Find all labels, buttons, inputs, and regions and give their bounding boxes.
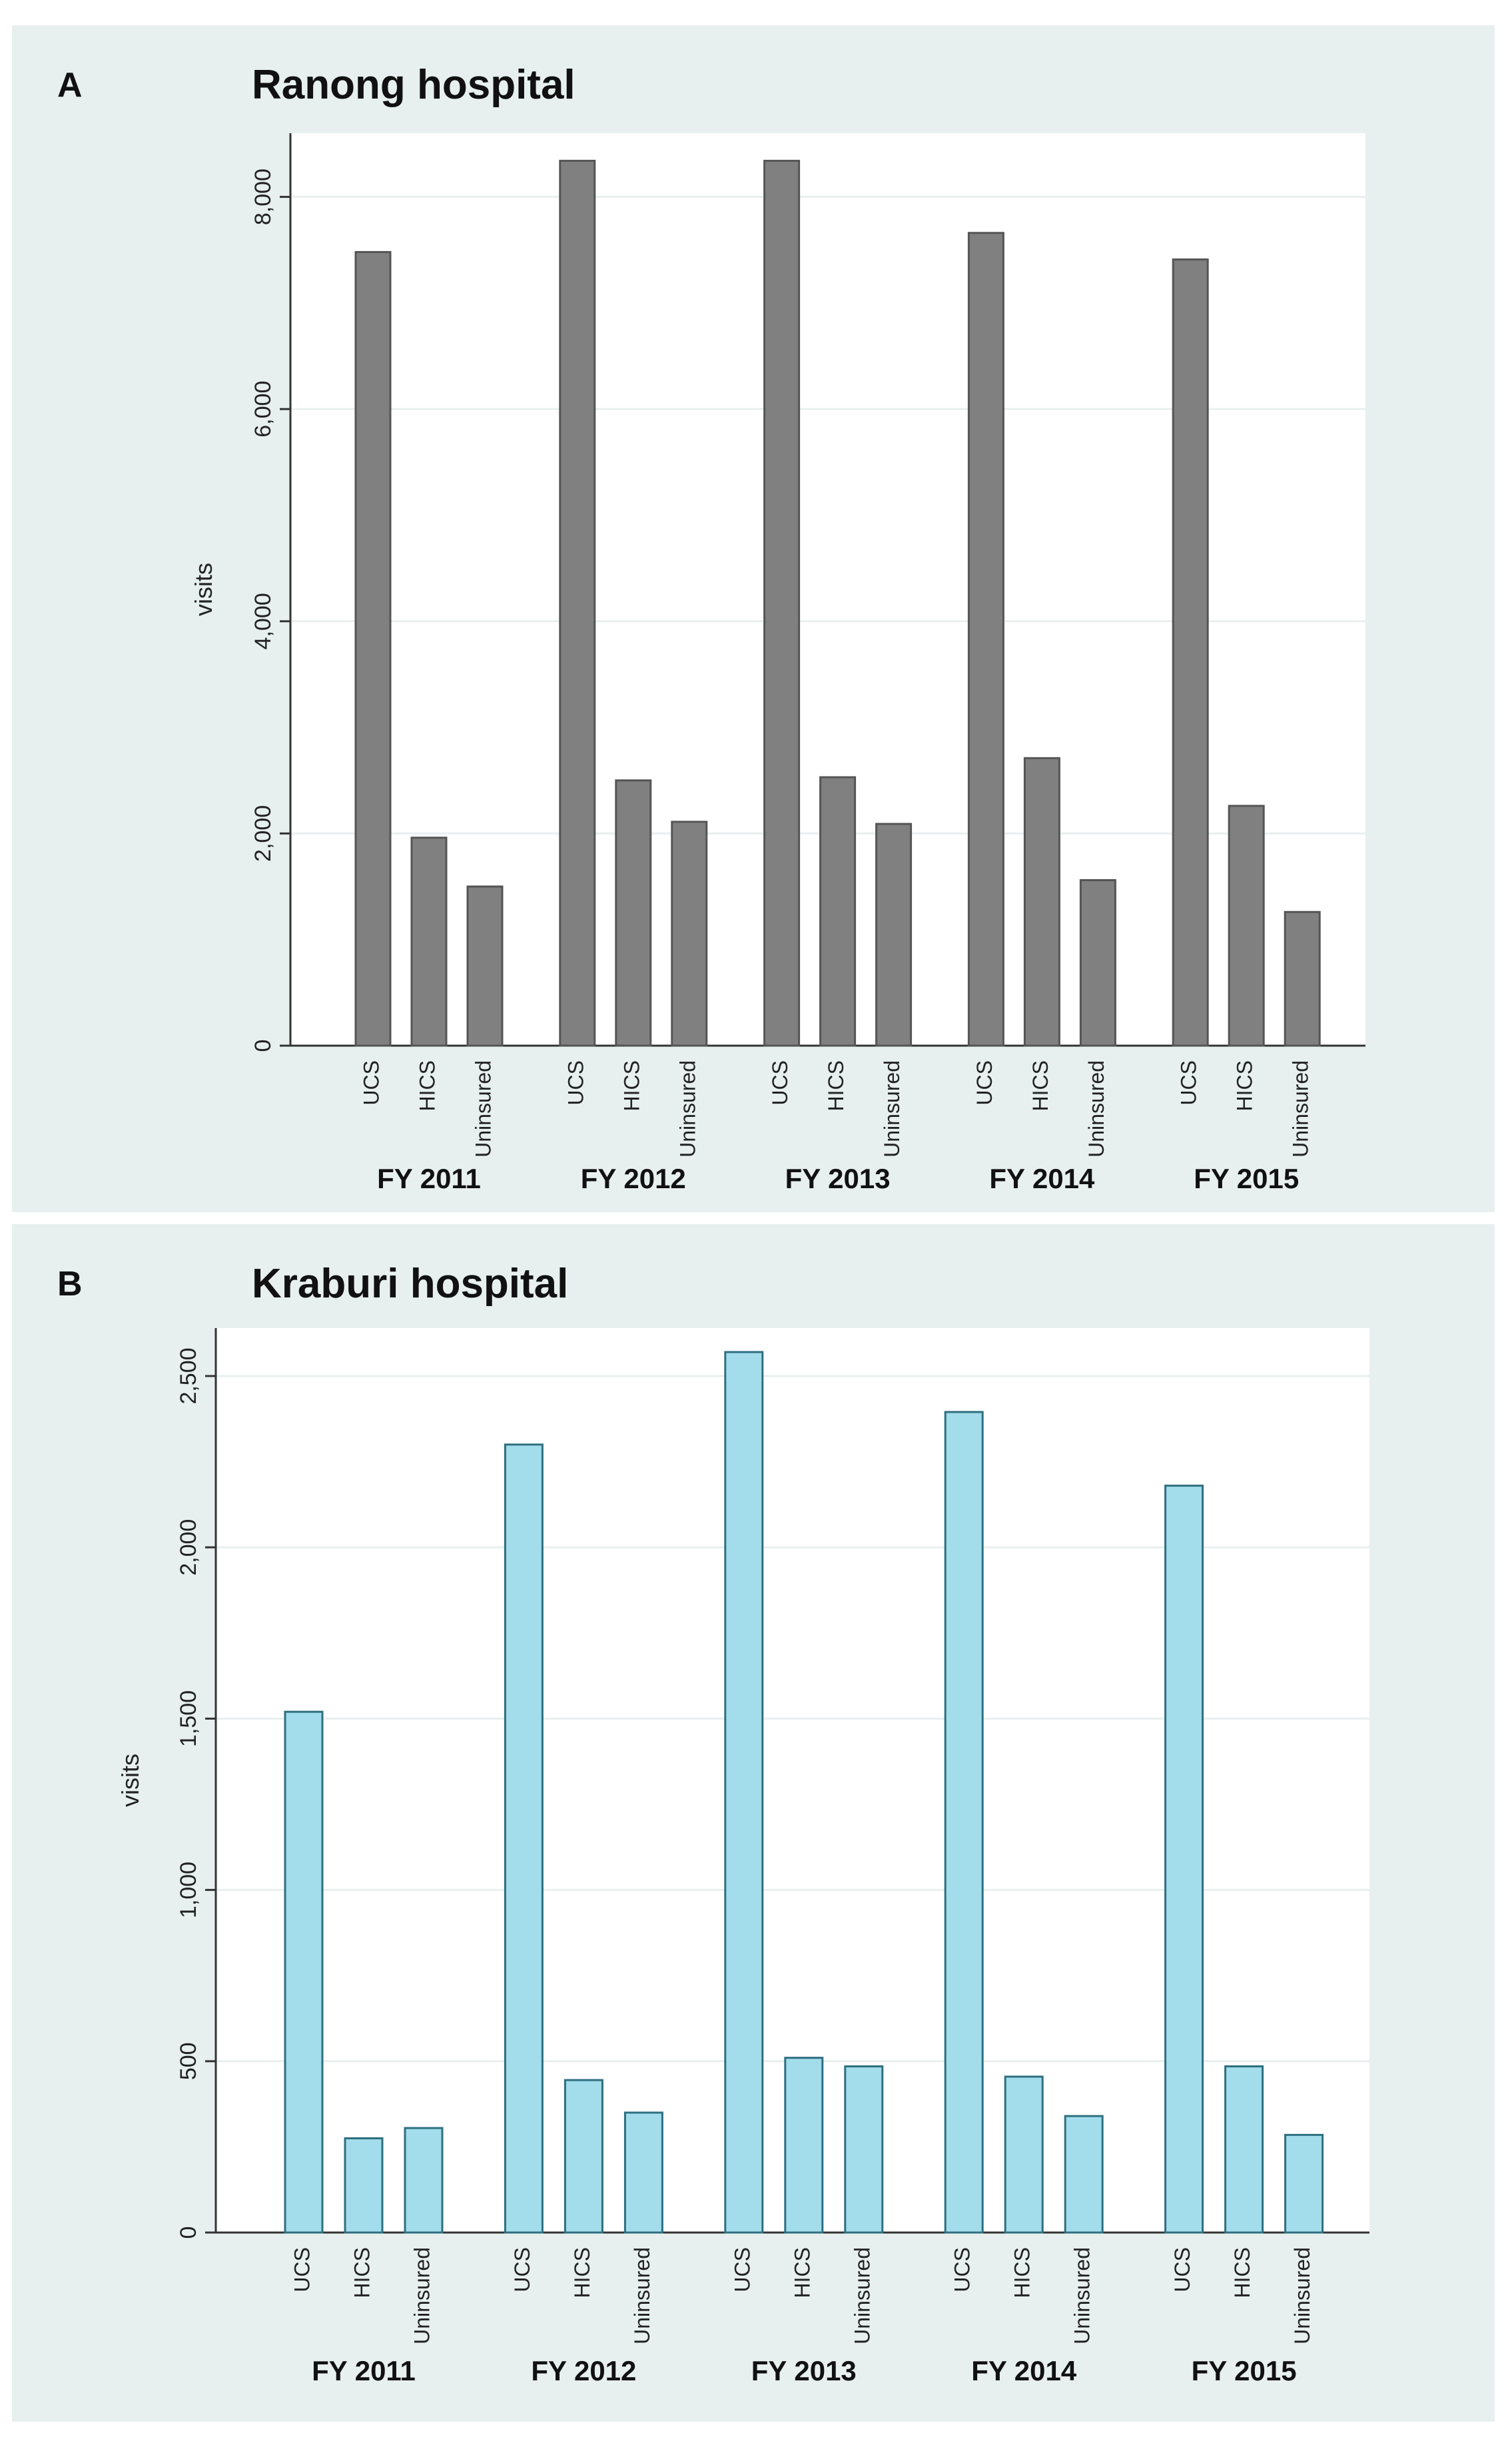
y-tick-label: 6,000 xyxy=(250,381,276,438)
bar-fy-2015-ucs xyxy=(1164,1485,1204,2234)
group-label: FY 2011 xyxy=(377,1163,481,1194)
group-label: FY 2013 xyxy=(785,1163,891,1194)
bar-fy-2014-ucs xyxy=(967,232,1004,1047)
y-tick-label: 2,000 xyxy=(250,805,276,862)
bar-fy-2014-uninsured xyxy=(1079,878,1116,1047)
bar-fy-2013-hics xyxy=(819,776,857,1047)
group-label: FY 2012 xyxy=(581,1163,686,1194)
bar-fy-2014-ucs xyxy=(944,1411,984,2234)
bar-fy-2011-uninsured xyxy=(404,2127,444,2234)
category-label: HICS xyxy=(790,2247,814,2298)
y-axis-title: visits xyxy=(190,563,217,616)
category-label: HICS xyxy=(570,2247,594,2298)
bar-fy-2015-ucs xyxy=(1172,258,1209,1047)
category-label: Uninsured xyxy=(1084,1060,1108,1158)
chart-b: 0 500 1,000 1,500 2,000 2,500 visits UCS HICS Uni… xyxy=(117,1328,1369,2386)
panel-a: A Ranong hospital 0 2,000 4,000 6,000 8,000 v… xyxy=(12,25,1495,1212)
category-label: HICS xyxy=(824,1060,848,1111)
panel-b: B Kraburi hospital 0 500 1,000 1,500 2,000 2,… xyxy=(12,1224,1495,2422)
bar-fy-2011-hics xyxy=(344,2137,384,2234)
bar-fy-2011-hics xyxy=(410,837,448,1047)
category-label: Uninsured xyxy=(880,1060,904,1158)
bar-fy-2015-uninsured xyxy=(1284,910,1321,1047)
category-label: UCS xyxy=(730,2247,754,2292)
bar-fy-2011-uninsured xyxy=(466,885,504,1047)
panel-letter-b: B xyxy=(57,1265,83,1303)
y-tick-label: 2,000 xyxy=(176,1519,201,1576)
bar-fy-2013-uninsured xyxy=(844,2065,884,2234)
bar-fy-2014-hics xyxy=(1004,2075,1044,2234)
y-tick-label: 4,000 xyxy=(250,593,276,649)
category-label: HICS xyxy=(350,2247,374,2298)
category-label: HICS xyxy=(1010,2247,1034,2298)
category-label: UCS xyxy=(1170,2247,1194,2292)
category-label: UCS xyxy=(1177,1060,1201,1106)
category-label: Uninsured xyxy=(410,2247,434,2344)
bar-fy-2015-hics xyxy=(1224,2065,1264,2234)
y-tick-label: 0 xyxy=(250,1040,276,1052)
y-tick-label: 8,000 xyxy=(250,169,276,225)
category-label: UCS xyxy=(290,2247,314,2292)
chart-title-b: Kraburi hospital xyxy=(252,1261,569,1307)
category-label: HICS xyxy=(415,1060,439,1111)
group-label: FY 2013 xyxy=(751,2355,857,2386)
category-label: UCS xyxy=(510,2247,534,2292)
category-label: Uninsured xyxy=(850,2247,874,2344)
category-label: HICS xyxy=(619,1060,643,1111)
group-label: FY 2012 xyxy=(531,2355,636,2386)
category-label: HICS xyxy=(1230,2247,1254,2298)
bar-fy-2012-ucs xyxy=(559,159,596,1047)
y-tick-label: 0 xyxy=(176,2227,201,2239)
y-tick-label: 1,500 xyxy=(176,1690,201,1747)
group-label: FY 2014 xyxy=(971,2355,1077,2386)
chart-a: 0 2,000 4,000 6,000 8,000 visits UCS HICS Uninsu… xyxy=(190,133,1365,1194)
category-label: Uninsured xyxy=(1070,2247,1094,2344)
bar-fy-2013-ucs xyxy=(724,1351,764,2234)
y-axis-title: visits xyxy=(117,1754,144,1807)
y-tick-label: 2,500 xyxy=(176,1347,201,1404)
group-label: FY 2011 xyxy=(312,2355,416,2386)
bar-fy-2014-hics xyxy=(1023,757,1060,1047)
category-label: Uninsured xyxy=(1290,2247,1314,2344)
category-label: HICS xyxy=(1028,1060,1052,1111)
category-label: UCS xyxy=(564,1060,587,1106)
bar-fy-2015-uninsured xyxy=(1284,2133,1324,2234)
category-label: UCS xyxy=(950,2247,974,2292)
bar-fy-2012-hics xyxy=(615,779,652,1047)
bar-fy-2013-hics xyxy=(784,2057,824,2234)
category-label: Uninsured xyxy=(471,1060,495,1158)
bar-fy-2013-ucs xyxy=(763,159,801,1047)
bar-fy-2011-ucs xyxy=(284,1710,324,2234)
group-label: FY 2014 xyxy=(989,1163,1095,1194)
category-label: UCS xyxy=(768,1060,792,1106)
bar-fy-2012-uninsured xyxy=(671,821,708,1047)
category-label: Uninsured xyxy=(1289,1060,1313,1158)
bar-fy-2014-uninsured xyxy=(1064,2115,1104,2234)
category-label: Uninsured xyxy=(675,1060,699,1158)
category-label: Uninsured xyxy=(630,2247,654,2344)
bar-fy-2012-hics xyxy=(564,2079,603,2234)
bar-fy-2011-ucs xyxy=(354,250,392,1047)
y-tick-label: 500 xyxy=(176,2042,201,2080)
bar-fy-2013-uninsured xyxy=(875,823,913,1047)
category-label: UCS xyxy=(359,1060,383,1106)
group-label: FY 2015 xyxy=(1192,2355,1297,2386)
panel-letter-a: A xyxy=(57,66,83,105)
bar-fy-2012-uninsured xyxy=(623,2111,663,2234)
y-tick-label: 1,000 xyxy=(176,1862,201,1918)
bar-fy-2012-ucs xyxy=(504,1443,544,2234)
category-label: UCS xyxy=(972,1060,996,1106)
category-label: HICS xyxy=(1233,1060,1257,1111)
bar-fy-2015-hics xyxy=(1228,805,1265,1047)
group-label: FY 2015 xyxy=(1194,1163,1299,1194)
chart-title-a: Ranong hospital xyxy=(252,62,575,108)
